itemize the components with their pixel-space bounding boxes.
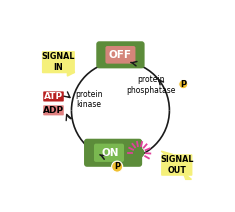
FancyBboxPatch shape bbox=[42, 51, 75, 73]
Polygon shape bbox=[67, 68, 75, 76]
Text: ON: ON bbox=[102, 148, 119, 158]
Circle shape bbox=[134, 148, 145, 158]
Text: SIGNAL
IN: SIGNAL IN bbox=[42, 52, 75, 72]
Polygon shape bbox=[161, 151, 173, 156]
FancyBboxPatch shape bbox=[96, 41, 145, 68]
Text: P: P bbox=[114, 162, 120, 171]
Circle shape bbox=[112, 161, 123, 172]
FancyBboxPatch shape bbox=[43, 91, 64, 102]
Text: protein
phosphatase: protein phosphatase bbox=[126, 75, 175, 95]
Text: ATP: ATP bbox=[44, 92, 63, 101]
FancyBboxPatch shape bbox=[84, 139, 142, 167]
Text: OFF: OFF bbox=[109, 50, 132, 60]
Polygon shape bbox=[183, 173, 192, 179]
Text: ADP: ADP bbox=[43, 106, 64, 115]
FancyBboxPatch shape bbox=[94, 144, 124, 162]
Circle shape bbox=[179, 80, 188, 89]
Text: P: P bbox=[180, 80, 186, 89]
FancyBboxPatch shape bbox=[106, 46, 135, 64]
Text: protein
kinase: protein kinase bbox=[75, 90, 102, 109]
FancyBboxPatch shape bbox=[43, 105, 64, 115]
Text: SIGNAL
OUT: SIGNAL OUT bbox=[160, 155, 193, 175]
FancyBboxPatch shape bbox=[161, 154, 192, 176]
